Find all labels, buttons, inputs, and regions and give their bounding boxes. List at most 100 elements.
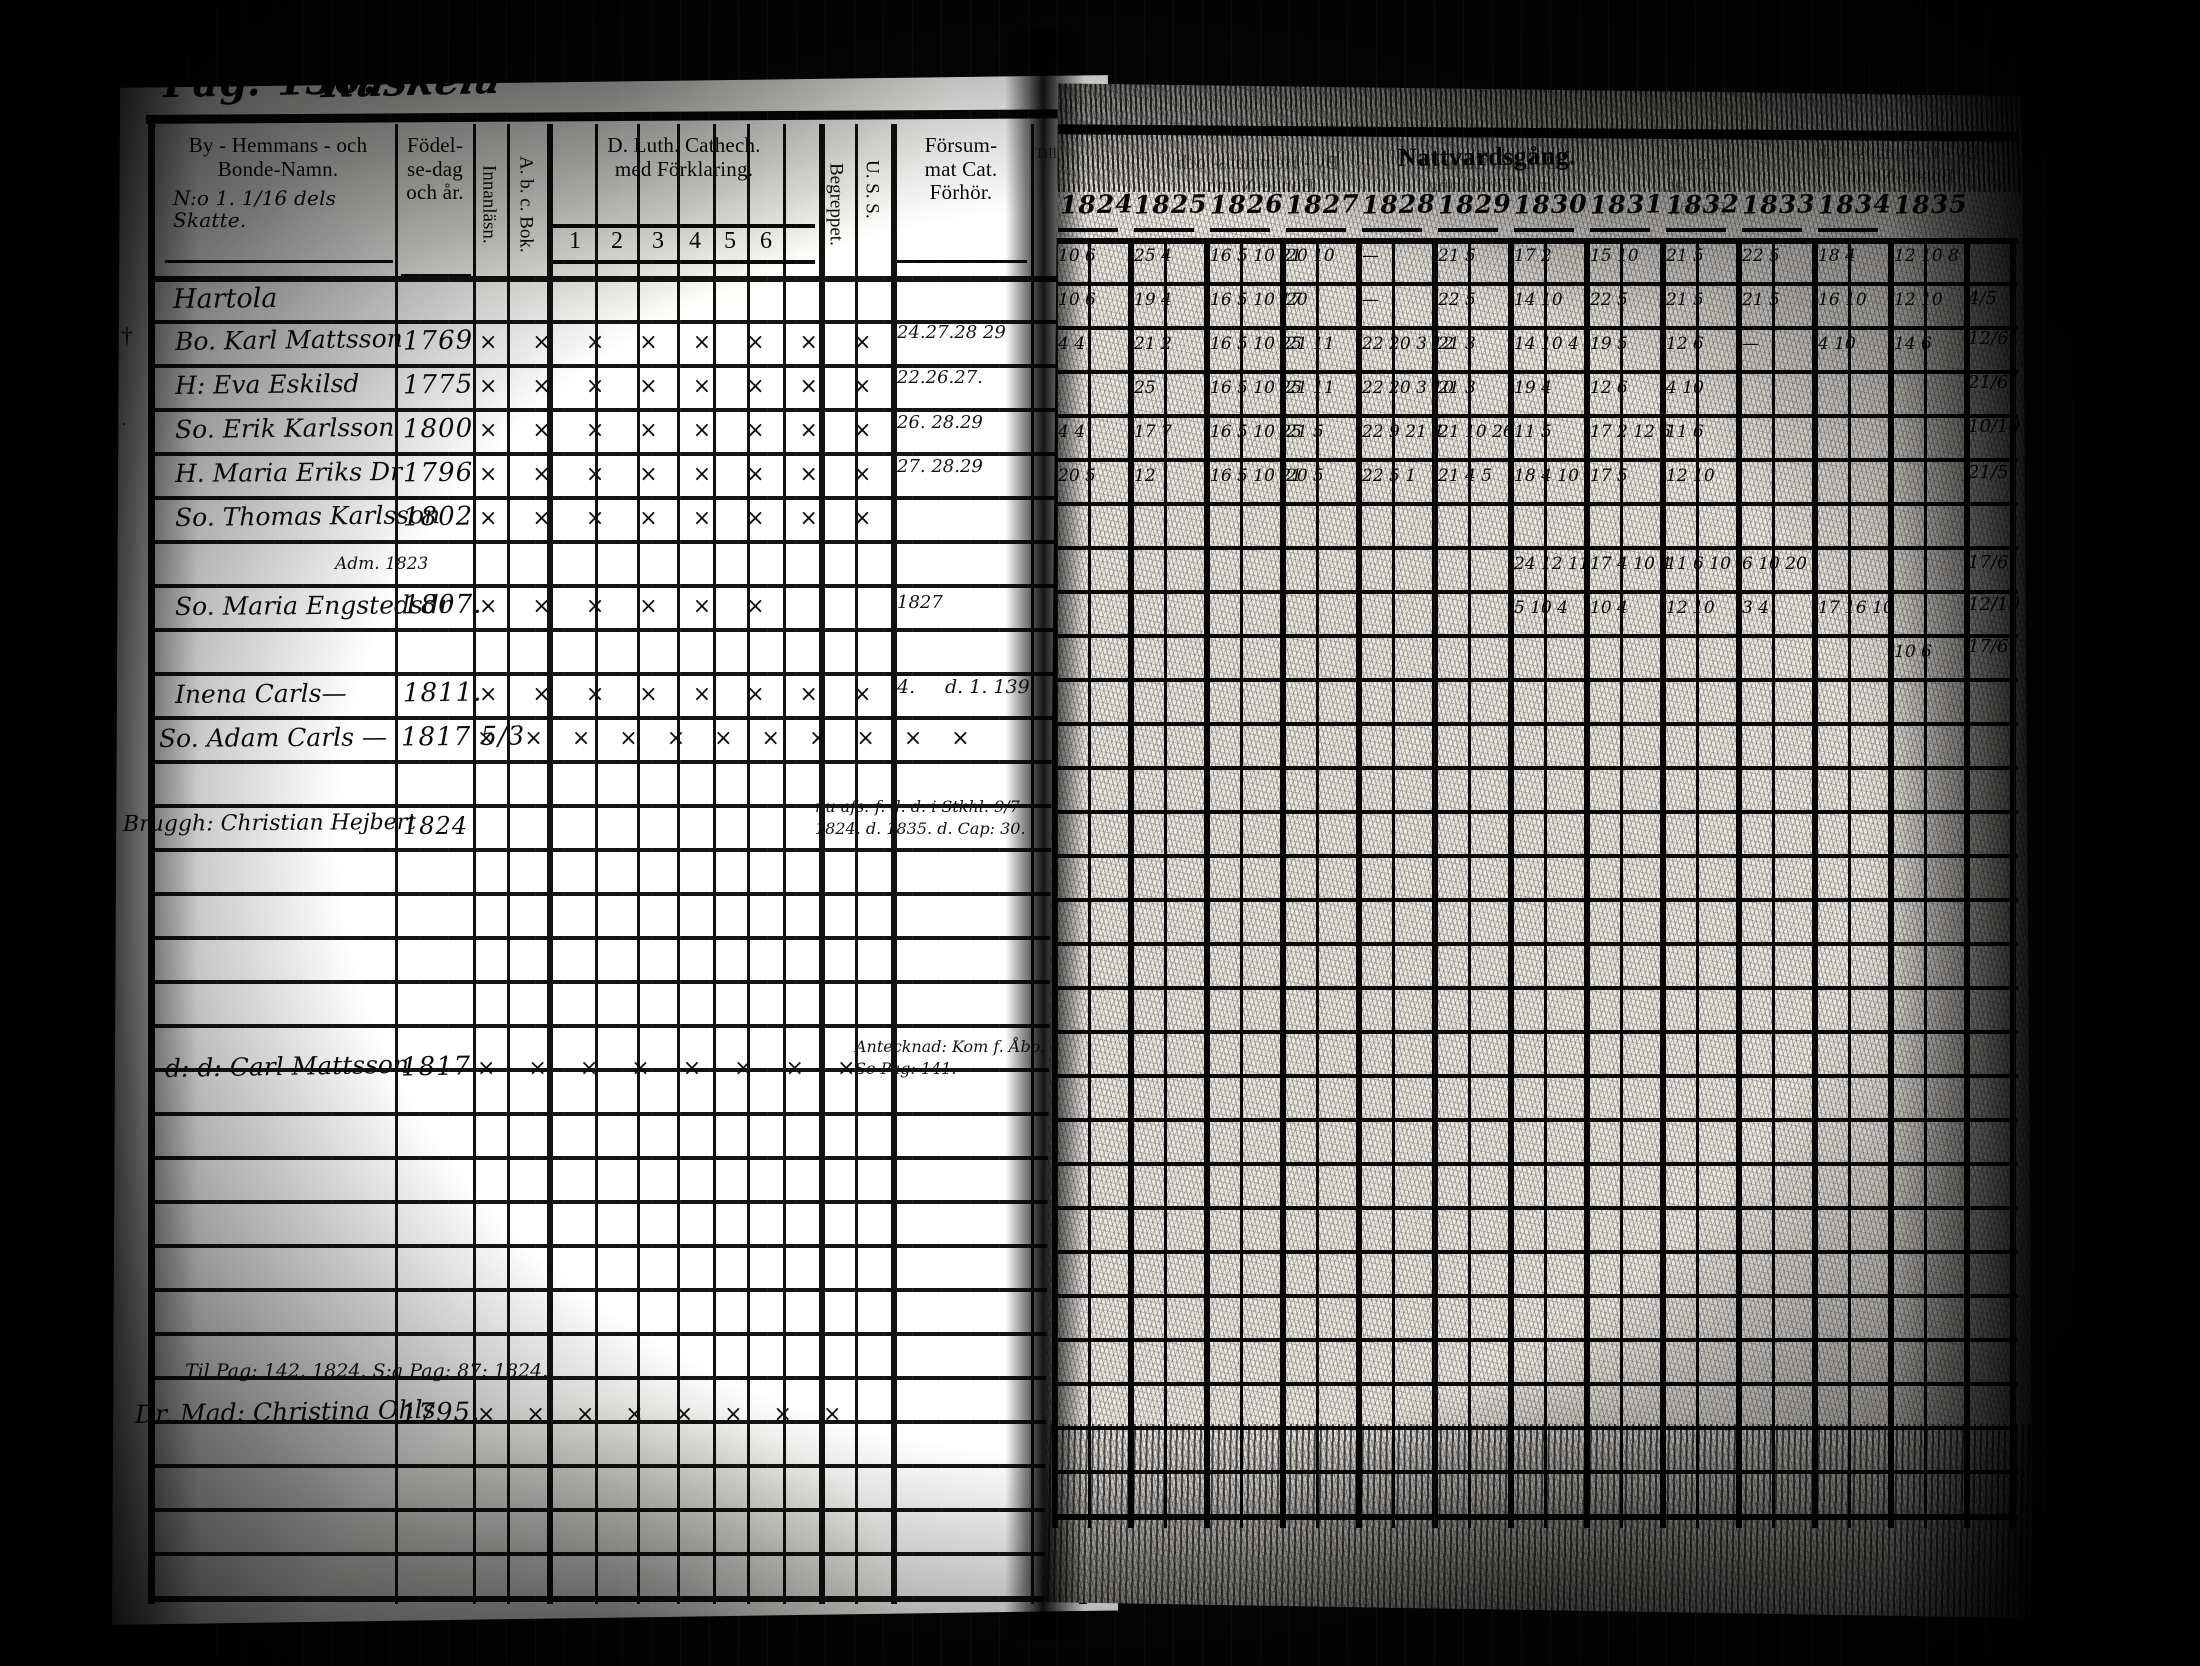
entry-birth-year: 1817 — [400, 1051, 472, 1083]
catech-header-line2: med Förklaring. — [614, 156, 754, 181]
entry-marks: × × × × × × × × — [479, 374, 886, 399]
row-rule — [155, 540, 1085, 544]
row-rule — [155, 980, 1085, 984]
entry-birth-year: 1796 — [402, 457, 474, 489]
row-rule — [155, 892, 1085, 896]
page-right-grime — [1888, 83, 2033, 1619]
row-rule — [155, 496, 1085, 500]
entry-forsum-numbers: 27. 28.29 — [897, 456, 983, 477]
birth-header-line2: se-dag — [406, 156, 463, 181]
entry-forsum-numbers: 1827 — [897, 592, 943, 613]
row-rule — [155, 1464, 1085, 1468]
column-divider-forsum — [891, 124, 897, 1604]
column-header-innanlasn: Innanläsn. — [478, 164, 500, 244]
entry-marks: × × × × × × × × — [479, 506, 886, 531]
entry-marks: × × × × × × × × — [477, 1402, 854, 1427]
entry-marks: × × × × × × × × — [477, 1056, 869, 1081]
entry-name: H. Maria Eriks Dr — [174, 457, 403, 488]
row-rule — [155, 760, 1085, 764]
forsum-header-line1: Försum- — [924, 133, 998, 157]
entry-side-note: d. 1. 139 — [945, 676, 1030, 698]
row-rule — [155, 628, 1085, 632]
entry-marks: × × × × × × × × — [479, 418, 886, 443]
entry-birth-year: 1795. — [400, 1397, 481, 1429]
column-header-abcbok: A. b. c. Bok. — [515, 155, 537, 253]
column-header-uss: U. S. S. — [861, 159, 883, 219]
left-page: Pag: 136. Ruskela — [112, 55, 1118, 1625]
column-header-begrepp: Begreppet. — [825, 162, 847, 246]
entry-name: So. Erik Karlsson — [174, 412, 395, 444]
entry-name: d: d: Carl Mattsson — [164, 1049, 410, 1083]
entry-birth-year: 1807. — [402, 589, 483, 621]
entry-name: So. Thomas Karlsson — [174, 500, 441, 532]
entry-birth-year: 1802 — [402, 501, 474, 533]
names-header-line1: By - Hemmans - och — [188, 133, 368, 157]
village-heading: Ruskela — [318, 55, 507, 108]
entry-forsum-numbers: 24.27.28 29 — [897, 322, 1006, 343]
entry-marks: × × × × × × — [479, 594, 779, 619]
entry-forsum-numbers: 22.26.27. — [897, 367, 983, 388]
entry-name: Inena Carls— — [174, 678, 347, 709]
entry-birth-year: 1824 — [403, 812, 469, 840]
entry-marks: × × × × × × × × — [479, 330, 886, 355]
column-header-catech: D. Luth. Cathech. med Förklaring. — [553, 133, 815, 181]
row-rule — [155, 1156, 1085, 1160]
entry-marks: × × × × × × × × — [479, 682, 886, 707]
subcolumn-5: 5 — [724, 228, 736, 254]
right-page: By - Hemmans- och Bonde-Namn. D. Luth. C… — [1044, 83, 2033, 1619]
entry-birth-year: 1811. — [402, 677, 483, 709]
entry-forsum-numbers: 4. — [897, 676, 916, 698]
column-header-birth: Födel- se-dag och år. — [401, 133, 469, 205]
entry-inline-note: Adm. 1823 — [335, 554, 429, 574]
catech-header-line1: D. Luth. Cathech. — [607, 133, 761, 157]
subcolumn-1: 1 — [569, 228, 581, 254]
forsum-header-line2: mat Cat. — [924, 156, 998, 181]
subcolumn-3: 3 — [652, 228, 664, 254]
margin-mark: † — [121, 324, 133, 350]
names-header-subnote: N:o 1. 1/16 dels Skatte. — [173, 186, 337, 233]
entry-marks: × × × × × × × × — [479, 462, 886, 487]
row-rule — [155, 584, 1085, 588]
subcolumn-4: 4 — [689, 228, 701, 254]
row-rule — [155, 1244, 1085, 1248]
margin-mark: · — [121, 414, 127, 434]
row-rule — [155, 1332, 1085, 1336]
row-rule — [155, 1288, 1085, 1292]
column-divider-tillfallig — [1031, 124, 1034, 1604]
row-rule — [155, 1024, 1085, 1028]
entry-name: Bo. Karl Mattsson — [174, 323, 403, 356]
row-rule — [155, 1112, 1085, 1116]
entry-inline-note: Til Pag: 142. 1824. S:a Pag: 87: 1824. — [185, 1360, 549, 1382]
subcolumn-bottom-rule — [553, 260, 815, 264]
entry-forsum-numbers: 26. 28.29 — [897, 412, 983, 433]
birth-header-line3: och år. — [406, 180, 464, 205]
forsum-header-line3: Förhör. — [929, 180, 993, 205]
entry-birth-year: 1800 — [402, 413, 474, 445]
entry-name: Bruggh: Christian Hejbert — [122, 809, 417, 837]
entry-birth-year: 1769 — [402, 325, 474, 357]
row-rule — [155, 936, 1085, 940]
row-rule-bottom — [155, 1596, 1085, 1602]
row-rule — [155, 1200, 1085, 1204]
row-rule — [155, 1508, 1085, 1512]
header-rule — [145, 109, 1097, 124]
row-rule — [155, 1552, 1085, 1556]
birth-header-line1: Födel- — [406, 133, 464, 157]
subcolumn-2: 2 — [611, 228, 623, 254]
row-rule — [155, 848, 1085, 852]
forsum-header-rule — [897, 260, 1027, 263]
subcolumn-6: 6 — [760, 228, 772, 254]
column-header-forsum: Försum- mat Cat. Förhör. — [895, 133, 1027, 205]
column-divider-innanlasn — [473, 124, 476, 1604]
entry-birth-year: 1775 — [402, 369, 474, 401]
entry-name: So. Adam Carls — — [158, 722, 388, 753]
column-header-names: By - Hemmans - och Bonde-Namn. N:o 1. 1/… — [167, 133, 389, 233]
entry-name: H: Eva Eskilsd — [174, 368, 360, 400]
entry-side-note: nu afs: f. d. d. i Stkhl. 9/7 1824. d. 1… — [815, 797, 1026, 839]
entry-marks: × × × × × × × × × × × — [477, 726, 981, 751]
entry-side-note: Antecknad: Kom f. Åbo. Se Pag: 141. — [855, 1037, 1046, 1079]
row-rule-head — [155, 276, 1085, 282]
row-rule — [155, 716, 1085, 720]
